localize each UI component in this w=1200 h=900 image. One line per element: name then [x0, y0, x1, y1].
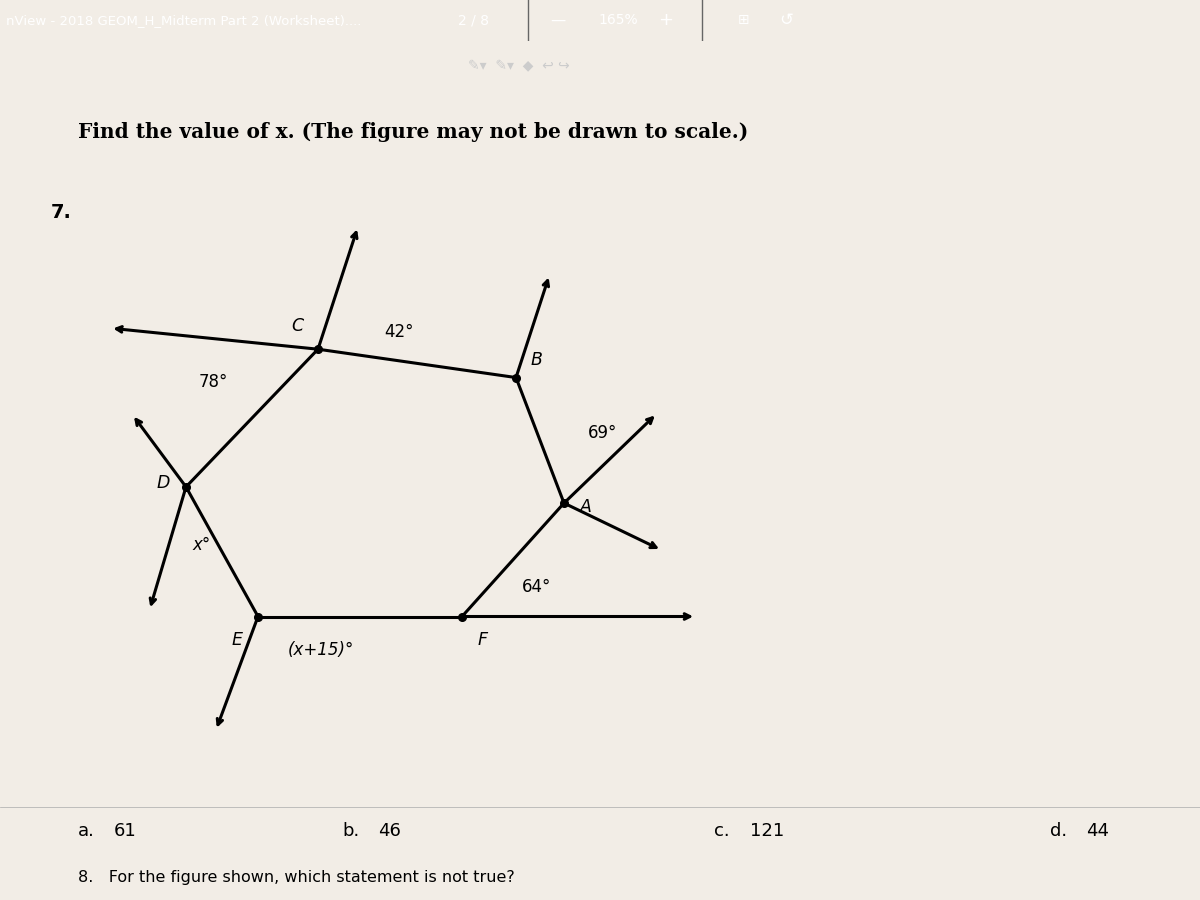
- Text: 44: 44: [1086, 823, 1109, 841]
- Text: —: —: [551, 13, 565, 28]
- Text: (x+15)°: (x+15)°: [288, 641, 354, 659]
- Text: A: A: [580, 499, 592, 517]
- Text: ✎▾  ✎▾  ◆  ↩ ↪: ✎▾ ✎▾ ◆ ↩ ↪: [468, 58, 570, 72]
- Text: 2 / 8: 2 / 8: [458, 14, 490, 27]
- Text: +: +: [659, 11, 673, 29]
- Text: 78°: 78°: [199, 373, 228, 391]
- Text: x°: x°: [192, 536, 210, 554]
- Text: 121: 121: [750, 823, 785, 841]
- Text: D: D: [157, 473, 170, 491]
- Text: F: F: [478, 631, 487, 649]
- Text: a.: a.: [78, 823, 95, 841]
- Text: Find the value of x. (The figure may not be drawn to scale.): Find the value of x. (The figure may not…: [78, 122, 749, 142]
- Text: ↺: ↺: [779, 11, 793, 29]
- Text: nView - 2018 GEOM_H_Midterm Part 2 (Worksheet)....: nView - 2018 GEOM_H_Midterm Part 2 (Work…: [6, 14, 361, 27]
- Text: c.: c.: [714, 823, 730, 841]
- Text: ⊞: ⊞: [738, 14, 750, 27]
- Text: C: C: [292, 317, 304, 335]
- Text: 46: 46: [378, 823, 401, 841]
- Text: b.: b.: [342, 823, 359, 841]
- Text: 69°: 69°: [588, 425, 617, 443]
- Text: 64°: 64°: [522, 579, 551, 596]
- Text: 7.: 7.: [50, 203, 71, 222]
- Text: 165%: 165%: [598, 14, 638, 27]
- Text: 42°: 42°: [384, 323, 414, 341]
- Text: 8.   For the figure shown, which statement is not true?: 8. For the figure shown, which statement…: [78, 869, 515, 885]
- Text: d.: d.: [1050, 823, 1067, 841]
- Text: B: B: [530, 351, 542, 369]
- Text: 61: 61: [114, 823, 137, 841]
- Text: E: E: [232, 631, 242, 649]
